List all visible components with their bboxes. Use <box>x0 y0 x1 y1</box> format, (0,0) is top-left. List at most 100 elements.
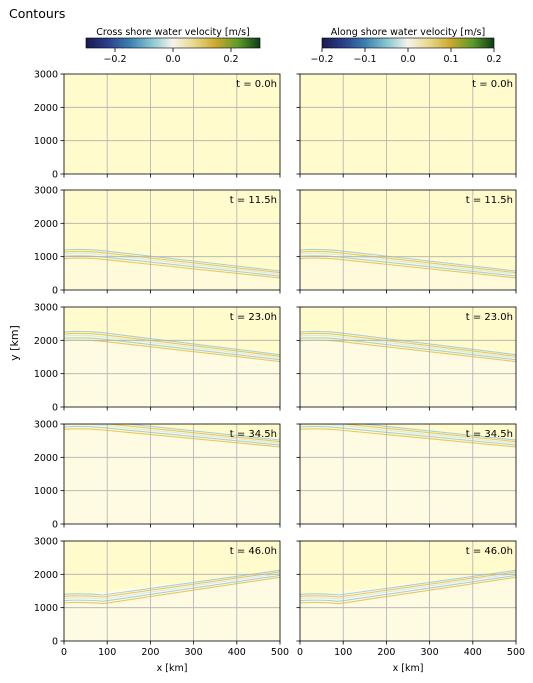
contour-line <box>64 571 280 598</box>
y-tick-label: 2000 <box>34 219 58 230</box>
contour-line <box>300 569 516 596</box>
x-tick-label: 400 <box>464 647 482 658</box>
contour-line <box>64 332 280 357</box>
contour-line <box>64 337 280 361</box>
panel-background <box>64 74 280 174</box>
panel-r4-c2: t = 34.5h <box>296 423 517 528</box>
contour-line <box>64 334 280 359</box>
y-tick-label: 3000 <box>34 186 58 197</box>
quiet-region <box>64 427 280 524</box>
y-tick-label: 1000 <box>34 136 58 147</box>
y-axis-label: y [km] <box>8 325 21 361</box>
colorbar-along-shore-gradient <box>321 37 495 49</box>
colorbar-tick-label: −0.1 <box>353 54 376 65</box>
panel-r4-c1: 0 1000 2000 3000 t = 34.5h <box>34 420 281 531</box>
x-tick-label: 500 <box>507 647 525 658</box>
contour-line <box>300 332 516 357</box>
y-tick-label: 0 <box>52 403 58 414</box>
contour-line <box>300 252 516 275</box>
contour-line <box>300 428 516 448</box>
x-tick-label: 300 <box>421 647 439 658</box>
y-tick-label: 1000 <box>34 486 58 497</box>
y-tick-label: 3000 <box>34 537 58 548</box>
y-tick-label: 1000 <box>34 603 58 614</box>
contour-line <box>300 250 516 274</box>
quiet-region <box>300 427 516 524</box>
y-tick-label: 2000 <box>34 570 58 581</box>
panel-r3-c1: 0 1000 2000 3000 t = 23.0h <box>34 303 281 414</box>
x-tick-label: 0 <box>297 647 303 658</box>
contour-line <box>300 572 516 600</box>
contour-line <box>300 574 516 602</box>
time-label: t = 23.0h <box>466 312 513 323</box>
contour-line <box>300 330 516 356</box>
panel-frame <box>299 73 517 175</box>
y-tick-label: 3000 <box>34 70 58 81</box>
time-label: t = 11.5h <box>466 195 513 206</box>
x-tick-label: 0 <box>61 647 67 658</box>
y-tick-label: 2000 <box>34 336 58 347</box>
x-tick-label: 400 <box>228 647 246 658</box>
time-label: t = 0.0h <box>236 79 277 90</box>
time-label: t = 34.5h <box>230 429 277 440</box>
contour-line <box>64 250 280 274</box>
panel-frame <box>63 306 281 408</box>
x-tick-label: 200 <box>141 647 159 658</box>
y-tick-label: 1000 <box>34 252 58 263</box>
x-tick-label: 200 <box>377 647 395 658</box>
panel-frame <box>63 423 281 525</box>
colorbar-tick-label: 0.0 <box>165 54 180 65</box>
panel-frame <box>299 540 517 642</box>
contour-line <box>300 257 516 279</box>
y-tick-label: 0 <box>52 286 58 297</box>
quiet-region <box>64 256 280 290</box>
panel-frame <box>63 189 281 291</box>
colorbar-tick-label: 0.1 <box>443 54 458 65</box>
figure-title: Contours <box>9 6 65 21</box>
colorbar-tick-label: −0.2 <box>310 54 333 65</box>
contour-line <box>64 569 280 596</box>
contour-line <box>300 337 516 361</box>
panel-r5-c2: 0 100 200 300 400 500 t = 46.0h <box>296 540 525 658</box>
panel-r3-c2: t = 23.0h <box>296 306 517 411</box>
panel-frame <box>299 423 517 525</box>
contour-line <box>64 572 280 600</box>
panel-frame <box>63 73 281 175</box>
x-tick-label: 500 <box>271 647 289 658</box>
x-tick-label: 100 <box>98 647 116 658</box>
contour-line <box>64 428 280 448</box>
panel-r1-c1: 0 1000 2000 3000 t = 0.0h <box>34 70 281 181</box>
y-tick-label: 0 <box>52 520 58 531</box>
colorbar-tick-label: 0.2 <box>486 54 501 65</box>
time-label: t = 11.5h <box>230 195 277 206</box>
x-axis-label-left: x [km] <box>157 663 188 674</box>
time-label: t = 0.0h <box>472 79 513 90</box>
colorbar-tick-label: 0.2 <box>223 54 238 65</box>
x-tick-label: 300 <box>185 647 203 658</box>
time-label: t = 34.5h <box>466 429 513 440</box>
panel-r2-c1: 0 1000 2000 3000 t = 11.5h <box>34 186 281 297</box>
contour-line <box>64 252 280 275</box>
y-tick-label: 2000 <box>34 453 58 464</box>
panel-frame <box>63 540 281 642</box>
y-tick-label: 3000 <box>34 303 58 314</box>
contour-line <box>300 334 516 359</box>
time-label: t = 46.0h <box>466 546 513 557</box>
quiet-region <box>300 571 516 641</box>
colorbar-cross-shore-gradient <box>85 37 261 49</box>
x-axis-label-right: x [km] <box>393 663 424 674</box>
y-tick-label: 0 <box>52 637 58 648</box>
colorbar-cross-shore-label: Cross shore water velocity [m/s] <box>96 27 249 38</box>
y-tick-label: 1000 <box>34 369 58 380</box>
contour-line <box>300 576 516 605</box>
y-tick-label: 0 <box>52 170 58 181</box>
time-label: t = 46.0h <box>230 546 277 557</box>
contour-line <box>300 425 516 446</box>
contour-line <box>300 571 516 598</box>
panel-frame <box>299 306 517 408</box>
colorbar-tick-label: 0.0 <box>400 54 415 65</box>
quiet-region <box>64 571 280 641</box>
time-label: t = 23.0h <box>230 312 277 323</box>
